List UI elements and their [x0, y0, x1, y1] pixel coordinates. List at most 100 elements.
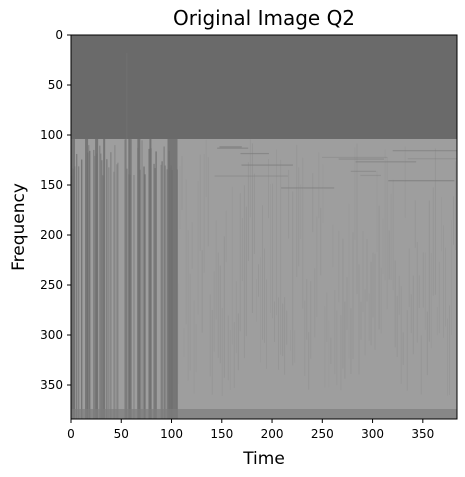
texture-streak — [400, 286, 402, 384]
texture-streak — [161, 161, 163, 419]
texture-streak — [450, 219, 452, 335]
texture-streak — [436, 307, 438, 336]
texture-streak — [116, 164, 118, 419]
upper-band — [71, 35, 457, 139]
texture-streak — [440, 196, 442, 252]
texture-streak — [166, 169, 168, 419]
texture-streak — [193, 300, 195, 394]
texture-streak — [388, 180, 455, 182]
texture-streak — [217, 147, 249, 149]
x-tick-label: 300 — [361, 427, 384, 441]
spectrogram-image — [71, 35, 457, 419]
texture-streak — [229, 330, 231, 390]
texture-streak — [318, 152, 320, 219]
x-tick-label: 150 — [210, 427, 233, 441]
texture-streak — [312, 173, 314, 233]
texture-streak — [189, 273, 191, 371]
texture-streak — [235, 281, 237, 354]
texture-streak — [207, 157, 209, 247]
texture-streak — [241, 218, 243, 281]
lower-band — [71, 139, 457, 419]
texture-streak — [342, 238, 344, 369]
texture-streak — [330, 337, 332, 364]
texture-streak — [402, 332, 404, 365]
texture-streak — [392, 150, 457, 152]
texture-streak — [370, 261, 372, 346]
texture-streak — [85, 139, 89, 419]
texture-streak — [350, 308, 352, 375]
texture-streak — [398, 275, 400, 315]
texture-streak — [434, 148, 436, 295]
texture-streak — [278, 297, 280, 370]
texture-streak — [233, 322, 235, 389]
texture-streak — [352, 232, 354, 359]
texture-streak — [324, 306, 326, 388]
texture-streak — [454, 161, 456, 250]
texture-streak — [81, 159, 83, 419]
texture-streak — [376, 171, 378, 252]
texture-streak — [177, 283, 179, 384]
texture-streak — [114, 145, 116, 419]
texture-streak — [320, 207, 322, 276]
texture-streak — [133, 175, 135, 419]
texture-streak — [328, 320, 330, 388]
texture-streak — [266, 279, 268, 369]
texture-streak — [280, 159, 282, 355]
y-tick-label: 100 — [40, 128, 63, 142]
texture-streak — [310, 281, 312, 359]
texture-streak — [430, 253, 432, 349]
texture-streak — [288, 169, 290, 239]
x-tick-label: 100 — [160, 427, 183, 441]
texture-streak — [272, 183, 274, 319]
texture-streak — [249, 139, 251, 218]
y-tick-label: 350 — [40, 378, 63, 392]
texture-streak — [199, 154, 201, 251]
texture-streak — [306, 279, 308, 340]
texture-streak — [89, 150, 91, 419]
texture-streak — [358, 264, 360, 375]
texture-streak — [412, 275, 414, 355]
x-tick-label: 350 — [411, 427, 434, 441]
texture-streak — [76, 153, 78, 419]
texture-streak — [346, 277, 348, 330]
texture-streak — [422, 252, 424, 308]
texture-streak — [356, 143, 358, 295]
texture-streak — [144, 174, 146, 419]
texture-streak — [128, 139, 131, 419]
texture-streak — [88, 145, 90, 419]
y-tick-label: 50 — [48, 78, 63, 92]
texture-streak — [126, 168, 128, 419]
texture-streak — [281, 187, 335, 189]
texture-streak — [245, 206, 247, 337]
texture-streak — [388, 230, 390, 280]
texture-streak — [316, 216, 318, 318]
texture-streak — [126, 53, 128, 139]
texture-streak — [71, 139, 75, 419]
texture-streak — [366, 238, 368, 302]
texture-streak — [314, 268, 316, 338]
texture-streak — [355, 161, 417, 163]
texture-streak — [187, 230, 189, 381]
texture-streak — [241, 164, 293, 166]
texture-streak — [276, 149, 278, 316]
x-axis-ticks: 0 50 100 150 200 250 300 350 — [67, 419, 434, 441]
texture-streak — [360, 301, 362, 340]
texture-streak — [424, 252, 426, 330]
texture-streak — [225, 210, 227, 263]
texture-streak — [414, 200, 416, 248]
texture-streak — [213, 271, 215, 352]
texture-streak — [390, 193, 392, 280]
x-tick-label: 0 — [67, 427, 75, 441]
texture-streak — [227, 315, 229, 381]
texture-streak — [364, 289, 366, 356]
texture-streak — [438, 261, 440, 334]
texture-streak — [149, 139, 152, 419]
texture-streak — [418, 275, 420, 309]
texture-streak — [386, 157, 388, 310]
texture-streak — [382, 218, 384, 274]
texture-streak — [354, 147, 356, 240]
y-tick-label: 250 — [40, 278, 63, 292]
texture-streak — [332, 224, 334, 268]
texture-streak — [304, 300, 306, 377]
texture-streak — [368, 293, 370, 341]
